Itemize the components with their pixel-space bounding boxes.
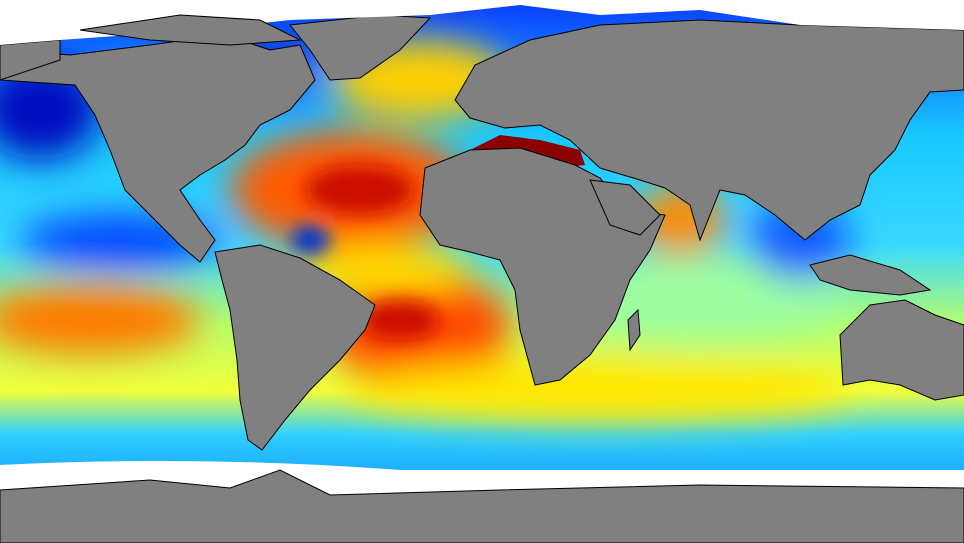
south-america [214, 244, 376, 451]
maritime-asia-islands [809, 254, 932, 296]
antarctica [0, 469, 964, 543]
arctic-no-data [0, 0, 964, 45]
asia-west-edge [0, 39, 61, 81]
eurasia [454, 19, 964, 242]
north-america [0, 37, 316, 263]
australia [839, 299, 964, 401]
madagascar [627, 308, 641, 352]
arabia [589, 179, 661, 236]
land-layer [0, 14, 964, 451]
arctic-archipelago [79, 14, 302, 46]
